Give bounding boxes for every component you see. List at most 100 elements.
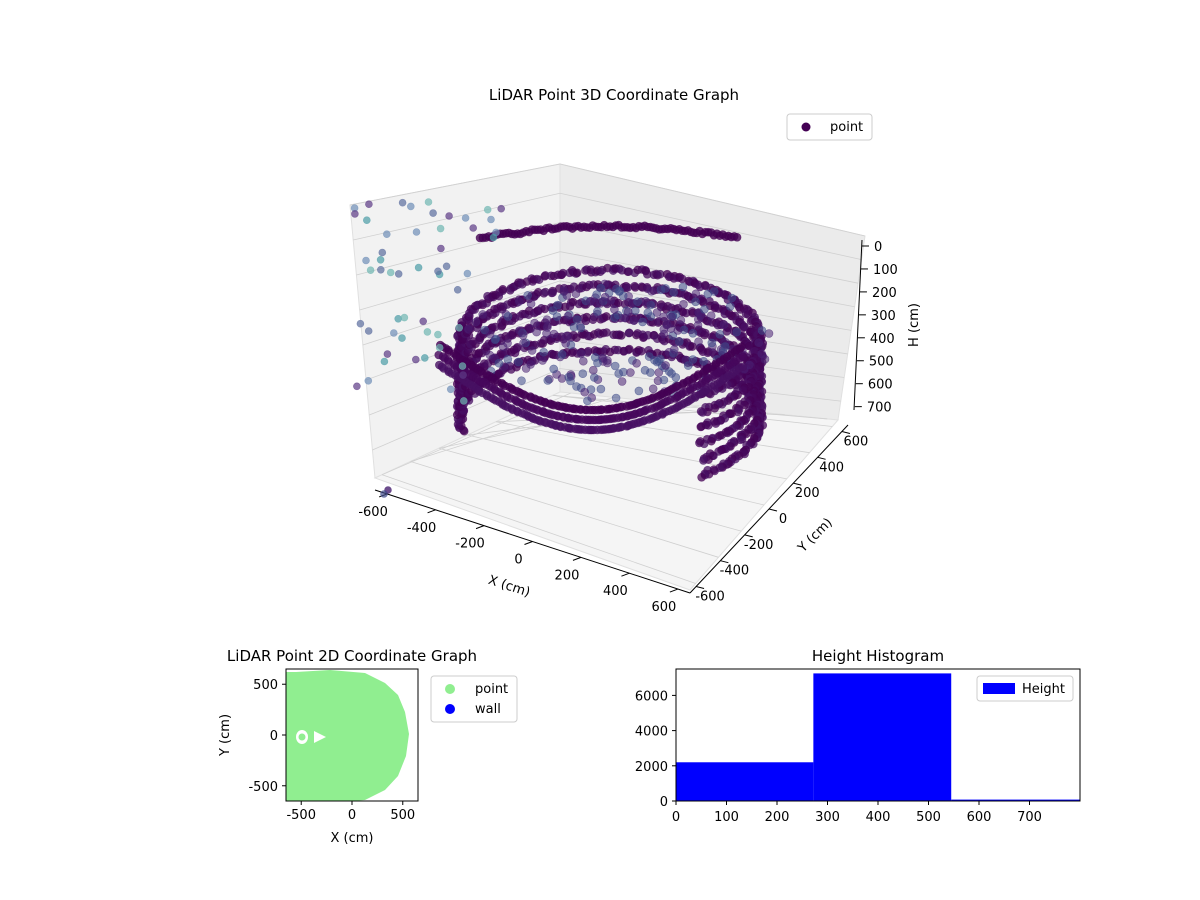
point-3d xyxy=(624,328,634,338)
point-3d xyxy=(659,375,669,385)
histogram-x-tick-label: 600 xyxy=(967,810,992,825)
point-3d xyxy=(592,290,602,299)
point-3d xyxy=(400,313,409,322)
chart-2d-title: LiDAR Point 2D Coordinate Graph xyxy=(227,647,477,665)
point-3d xyxy=(647,286,656,296)
histogram-title: Height Histogram xyxy=(812,647,944,665)
chart-2d-plot-area xyxy=(286,670,409,801)
point-3d xyxy=(503,312,513,321)
x-tick-label: 600 xyxy=(651,600,676,615)
point-3d xyxy=(576,349,586,359)
point-3d xyxy=(738,352,748,362)
legend-histogram-swatch xyxy=(983,683,1015,694)
histogram-y-tick-label: 4000 xyxy=(635,725,668,740)
chart-2d-y-tick-label: 0 xyxy=(270,729,278,744)
point-3d xyxy=(683,361,693,370)
point-3d xyxy=(459,371,467,379)
point-3d xyxy=(378,248,387,257)
legend-histogram: Height xyxy=(976,675,1074,702)
point-3d xyxy=(487,215,495,224)
point-3d xyxy=(406,202,415,211)
z-tick-label: 400 xyxy=(870,332,895,347)
point-3d xyxy=(698,408,707,417)
point-3d xyxy=(630,306,640,316)
x-tick-mark xyxy=(475,525,485,530)
point-3d xyxy=(494,358,504,368)
grid-y-1 xyxy=(410,461,719,558)
scatter-2d-point-cloud xyxy=(286,670,409,801)
legend-3d-frame xyxy=(786,113,873,141)
point-3d xyxy=(445,212,453,220)
chart-3d: LiDAR Point 3D Coordinate Graph -600 -400… xyxy=(349,86,922,615)
y-tick-label: 200 xyxy=(795,486,820,501)
point-3d xyxy=(526,299,536,309)
point-3d xyxy=(463,269,472,278)
point-3d xyxy=(420,354,429,362)
point-3d xyxy=(514,357,523,367)
point-3d xyxy=(693,314,703,324)
point-3d xyxy=(637,346,646,356)
point-3d xyxy=(688,328,698,338)
point-3d xyxy=(543,376,553,385)
point-3d xyxy=(596,299,605,308)
point-3d xyxy=(578,356,588,366)
point-3d xyxy=(453,285,462,294)
point-3d xyxy=(618,291,628,301)
point-3d xyxy=(398,198,407,207)
legend-2d: point wall xyxy=(430,675,518,723)
y-tick-mark xyxy=(720,560,729,564)
point-3d xyxy=(364,327,373,335)
point-3d xyxy=(519,338,528,348)
chart-2d-x-tick-label: 500 xyxy=(390,808,415,823)
legend-histogram-label: Height xyxy=(1022,682,1065,697)
legend-3d: point xyxy=(786,113,873,141)
point-3d xyxy=(419,317,428,326)
point-3d xyxy=(497,204,506,213)
point-3d xyxy=(549,364,559,374)
point-3d xyxy=(727,293,737,303)
grid-z-left-0 xyxy=(349,163,561,206)
point-3d xyxy=(603,356,612,365)
chart-2d-y-tick-label: -500 xyxy=(248,780,278,795)
point-3d xyxy=(514,297,524,306)
point-3d xyxy=(706,311,716,321)
legend-2d-marker-point xyxy=(445,684,455,694)
point-3d xyxy=(638,317,647,327)
chart-2d: LiDAR Point 2D Coordinate Graph -500 0 500… xyxy=(218,647,518,846)
x-tick-label: 0 xyxy=(514,553,522,568)
point-3d xyxy=(485,350,495,360)
point-3d xyxy=(754,338,764,348)
point-3d xyxy=(471,317,481,327)
histogram-bar-1 xyxy=(813,673,952,801)
point-3d xyxy=(610,361,620,371)
point-3d xyxy=(383,350,392,358)
point-3d xyxy=(700,304,709,314)
z-tick-label: 700 xyxy=(867,401,892,416)
point-3d xyxy=(362,256,370,265)
grid-z-right-2 xyxy=(559,222,859,284)
point-3d xyxy=(697,472,706,482)
point-3d xyxy=(527,346,537,355)
z-tick-label: 0 xyxy=(874,240,882,255)
point-3d xyxy=(740,322,749,332)
histogram-y-tick-label: 2000 xyxy=(635,760,668,775)
point-3d xyxy=(380,357,389,366)
point-3d xyxy=(394,270,403,278)
y-tick-label: 600 xyxy=(844,434,869,449)
point-3d xyxy=(561,339,571,348)
point-3d xyxy=(715,329,725,339)
point-3d xyxy=(630,281,639,291)
x-tick-label: 200 xyxy=(555,568,580,583)
x-axis-label: X (cm) xyxy=(486,573,532,601)
grid-x-6 xyxy=(552,394,828,420)
point-3d xyxy=(517,376,526,386)
point-3d xyxy=(553,300,562,310)
point-3d xyxy=(696,422,706,432)
point-3d xyxy=(446,385,455,394)
point-3d xyxy=(620,313,629,323)
point-3d xyxy=(538,356,547,365)
point-3d xyxy=(523,291,533,300)
point-3d xyxy=(667,312,676,322)
point-3d xyxy=(557,350,567,359)
y-tick-mark xyxy=(817,456,826,460)
